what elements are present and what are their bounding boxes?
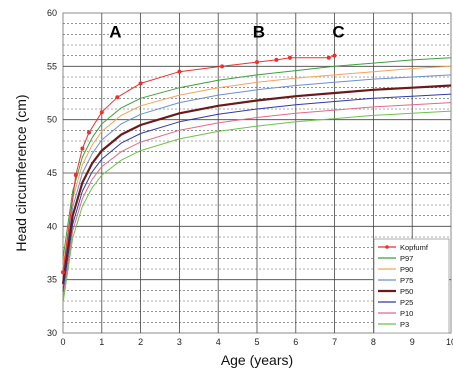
y-tick-label: 40 bbox=[47, 221, 57, 231]
data-point-kopfumf bbox=[255, 60, 259, 65]
data-point-kopfumf bbox=[115, 95, 120, 100]
axis-ticks: 01234567891030354045505560 bbox=[47, 8, 453, 347]
legend-label-p10: P10 bbox=[400, 309, 413, 318]
data-point-kopfumf bbox=[220, 64, 225, 69]
legend-label-p50: P50 bbox=[400, 287, 413, 296]
series-line-p25 bbox=[62, 93, 452, 292]
data-point-kopfumf bbox=[61, 270, 65, 275]
series-line-p3 bbox=[62, 110, 452, 304]
legend-label-p3: P3 bbox=[400, 320, 409, 329]
y-tick-label: 60 bbox=[47, 8, 57, 18]
x-tick-label: 0 bbox=[60, 337, 65, 347]
series-line-p50 bbox=[61, 84, 452, 285]
legend: Kopfumf P97 P90 P75 P50 P25 P10 P3 bbox=[373, 238, 450, 334]
legend-marker-kopfumf bbox=[385, 245, 389, 249]
x-tick-label: 6 bbox=[293, 337, 298, 347]
data-point-kopfumf bbox=[326, 55, 331, 60]
series-line-p90 bbox=[62, 65, 452, 267]
x-tick-label: 1 bbox=[99, 337, 104, 347]
panel-letter: B bbox=[253, 23, 265, 42]
legend-label-p25: P25 bbox=[400, 298, 413, 307]
panel-letters: A B C bbox=[109, 23, 344, 42]
data-point-kopfumf bbox=[274, 57, 279, 62]
data-point-kopfumf bbox=[86, 130, 91, 135]
data-point-kopfumf bbox=[332, 53, 337, 58]
y-tick-label: 45 bbox=[47, 168, 57, 178]
data-point-kopfumf bbox=[73, 173, 78, 178]
series-line-p75 bbox=[62, 74, 452, 277]
y-axis-title: Head circumference (cm) bbox=[13, 94, 29, 251]
data-point-kopfumf bbox=[287, 55, 292, 60]
x-tick-label: 3 bbox=[177, 337, 182, 347]
legend-label-kopfumf: Kopfumf bbox=[400, 243, 429, 252]
y-tick-label: 35 bbox=[47, 275, 57, 285]
x-tick-label: 8 bbox=[371, 337, 376, 347]
x-tick-label: 4 bbox=[216, 337, 221, 347]
series-lines bbox=[61, 53, 452, 304]
series-line-p10 bbox=[62, 102, 452, 298]
x-tick-label: 2 bbox=[138, 337, 143, 347]
series-line-p97 bbox=[62, 57, 452, 259]
data-point-kopfumf bbox=[177, 69, 182, 74]
series-line-kopfumf bbox=[62, 55, 335, 273]
y-tick-label: 50 bbox=[47, 115, 57, 125]
data-point-kopfumf bbox=[99, 110, 104, 115]
x-tick-label: 9 bbox=[410, 337, 415, 347]
panel-letter: A bbox=[109, 23, 121, 42]
x-tick-label: 10 bbox=[446, 337, 453, 347]
data-point-kopfumf bbox=[80, 146, 85, 151]
y-tick-label: 55 bbox=[47, 61, 57, 71]
legend-label-p90: P90 bbox=[400, 265, 413, 274]
legend-label-p97: P97 bbox=[400, 254, 413, 263]
legend-label-p75: P75 bbox=[400, 276, 413, 285]
x-tick-label: 7 bbox=[332, 337, 337, 347]
y-tick-label: 30 bbox=[47, 328, 57, 338]
panel-letter: C bbox=[332, 23, 344, 42]
x-axis-title: Age (years) bbox=[221, 352, 293, 368]
legend-box bbox=[373, 238, 450, 334]
data-point-kopfumf bbox=[138, 81, 143, 86]
x-tick-label: 5 bbox=[254, 337, 259, 347]
